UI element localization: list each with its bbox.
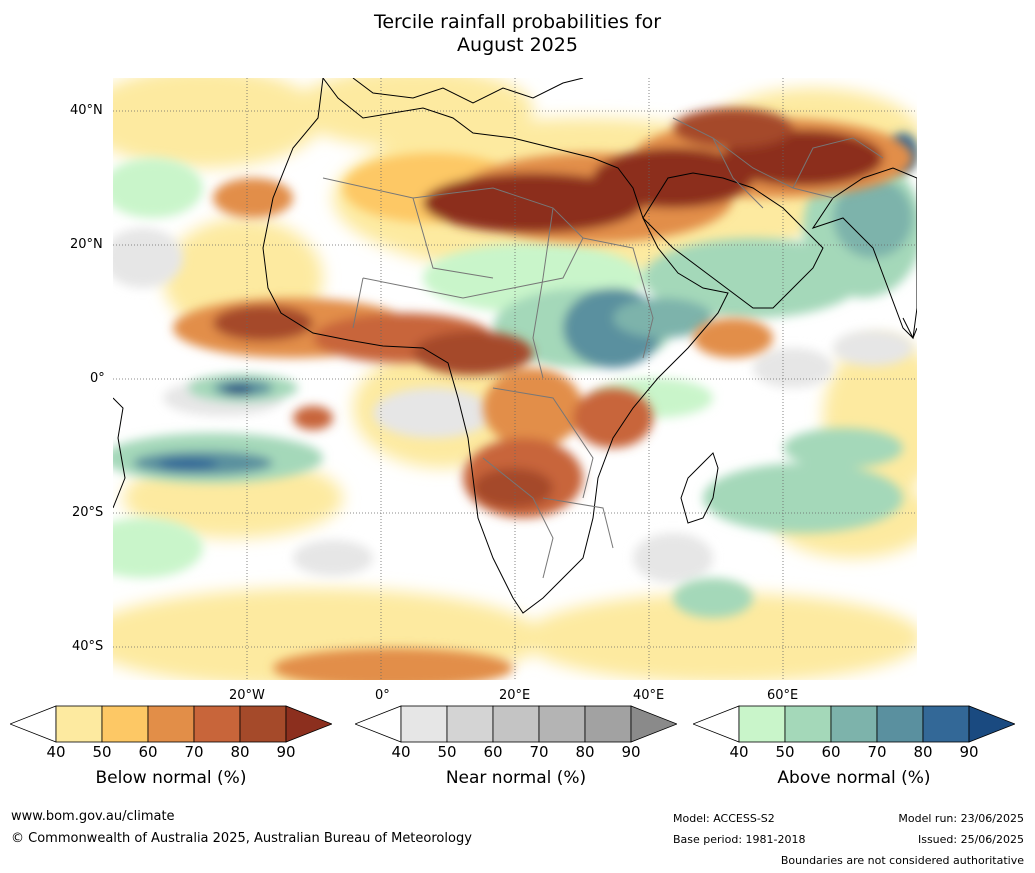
below-normal-colorbar — [10, 705, 332, 743]
colorbar-lower-extend — [693, 705, 740, 743]
coastlines — [113, 78, 917, 614]
above-normal-colorbar — [693, 705, 1015, 743]
colorbar-segment — [784, 705, 832, 743]
issued-text: Issued: 25/06/2025 — [917, 833, 1024, 846]
colorbar-upper-extend — [968, 705, 1015, 743]
below-normal-field — [173, 108, 913, 680]
colorbar-tick-label: 40 — [391, 743, 411, 761]
map-title: Tercile rainfall probabilities for — [373, 11, 662, 33]
base-period-text: Base period: 1981-2018 — [673, 833, 806, 846]
colorbar-tick-label: 90 — [959, 743, 979, 761]
colorbar-tick-label: 80 — [230, 743, 250, 761]
colorbar-tick-label: 60 — [483, 743, 503, 761]
colorbar-lower-extend — [10, 705, 57, 743]
colorbar-segment — [830, 705, 878, 743]
colorbar-tick-label: 90 — [276, 743, 296, 761]
rainfall-map — [113, 78, 917, 680]
lon-label-20e: 20°E — [499, 688, 531, 703]
colorbar-segment — [738, 705, 786, 743]
model-text: Model: ACCESS-S2 — [673, 812, 775, 825]
colorbar-segment — [239, 705, 287, 743]
lat-label-20s: 20°S — [72, 505, 104, 520]
colorbar-segment — [446, 705, 494, 743]
above-normal-field — [113, 133, 917, 618]
lon-label-0: 0° — [375, 688, 390, 703]
colorbar-tick-label: 50 — [437, 743, 457, 761]
below-normal-title: Below normal (%) — [95, 768, 247, 788]
colorbar-tick-label: 40 — [46, 743, 66, 761]
colorbar-segment — [147, 705, 195, 743]
colorbar-segment — [538, 705, 586, 743]
gridlines — [113, 78, 917, 680]
lat-label-0: 0° — [90, 371, 105, 386]
colorbar-tick-label: 90 — [621, 743, 641, 761]
website-link[interactable]: www.bom.gov.au/climate — [11, 809, 175, 824]
colorbar-lower-extend — [355, 705, 402, 743]
colorbar-tick-label: 70 — [184, 743, 204, 761]
model-run-text: Model run: 23/06/2025 — [898, 812, 1024, 825]
lat-label-40n: 40°N — [70, 103, 103, 118]
colorbar-tick-label: 80 — [913, 743, 933, 761]
lon-label-20w: 20°W — [229, 688, 265, 703]
copyright-text: © Commonwealth of Australia 2025, Austra… — [11, 831, 472, 846]
map-subtitle: August 2025 — [457, 34, 578, 56]
near-normal-field — [113, 228, 913, 583]
colorbar-segment — [55, 705, 103, 743]
near-normal-colorbar — [355, 705, 677, 743]
colorbar-tick-label: 70 — [529, 743, 549, 761]
country-borders — [322, 117, 884, 579]
colorbar-tick-label: 50 — [775, 743, 795, 761]
colorbar-tick-label: 70 — [867, 743, 887, 761]
colorbar-tick-label: 60 — [138, 743, 158, 761]
lon-label-40e: 40°E — [633, 688, 665, 703]
lat-label-20n: 20°N — [70, 237, 103, 252]
colorbar-segment — [193, 705, 241, 743]
lon-label-60e: 60°E — [767, 688, 799, 703]
disclaimer-text: Boundaries are not considered authoritat… — [780, 854, 1024, 867]
colorbar-tick-label: 40 — [729, 743, 749, 761]
colorbar-tick-label: 80 — [575, 743, 595, 761]
above-normal-title: Above normal (%) — [777, 768, 931, 788]
near-normal-title: Near normal (%) — [445, 768, 587, 788]
colorbar-segment — [584, 705, 632, 743]
colorbar-segment — [492, 705, 540, 743]
colorbar-tick-label: 50 — [92, 743, 112, 761]
colorbar-tick-label: 60 — [821, 743, 841, 761]
colorbar-segment — [101, 705, 149, 743]
colorbar-upper-extend — [285, 705, 332, 743]
lat-label-40s: 40°S — [72, 639, 104, 654]
colorbar-segment — [922, 705, 970, 743]
colorbar-upper-extend — [630, 705, 677, 743]
colorbar-segment — [400, 705, 448, 743]
colorbar-segment — [876, 705, 924, 743]
